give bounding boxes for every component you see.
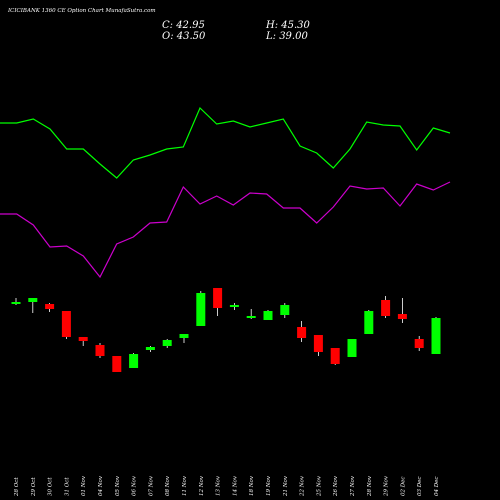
candle [112, 356, 122, 372]
candle-body [246, 316, 256, 318]
candle-body [330, 348, 340, 364]
x-tick-label: 05 Nov [115, 475, 121, 496]
candle [78, 337, 88, 346]
candle [28, 298, 38, 313]
x-tick-label: 06 Nov [132, 475, 138, 496]
candle [397, 298, 407, 323]
candle [297, 321, 307, 342]
candle-body [129, 354, 139, 368]
x-tick-label: 04 Dec [434, 477, 440, 497]
candle [414, 336, 424, 351]
candle-body [347, 339, 357, 357]
candle-body [213, 288, 223, 308]
candle-body [61, 311, 71, 337]
x-tick-label: 21 Nov [283, 475, 289, 497]
x-tick-label: 03 Dec [417, 477, 423, 497]
x-axis-ticks: 28 Oct 29 Oct 30 Oct 31 Oct 01 Nov 04 Nov 05 N… [14, 475, 440, 497]
candle-body [229, 305, 239, 307]
candle [280, 303, 290, 318]
candle [246, 309, 256, 319]
high-value: H: 45.30 [266, 20, 310, 31]
candle [179, 334, 189, 343]
chart-title: ICICIBANK 1360 CE Option Chart MunafaSut… [8, 8, 156, 14]
x-tick-label: 25 Nov [316, 475, 322, 497]
candle-body [297, 327, 307, 338]
candle-body [145, 347, 155, 350]
candle-body [95, 345, 105, 356]
candle-body [364, 311, 374, 334]
candle [229, 303, 239, 310]
candle [129, 353, 139, 368]
x-tick-label: 28 Nov [367, 475, 373, 497]
candle [347, 339, 357, 357]
candle-body [196, 293, 206, 326]
open-value: O: 43.50 [162, 31, 206, 42]
candle-body [112, 356, 122, 372]
x-tick-label: 30 Oct [48, 477, 54, 496]
candle-body [78, 337, 88, 341]
x-tick-label: 08 Nov [165, 475, 171, 496]
x-tick-label: 27 Nov [350, 475, 356, 497]
candle [145, 346, 155, 352]
x-tick-label: 12 Nov [199, 475, 205, 496]
indicator-line-magenta [0, 181, 451, 279]
candle-body [45, 304, 55, 309]
candle [213, 288, 223, 316]
x-tick-label: 02 Dec [400, 477, 406, 497]
candle [263, 310, 273, 320]
indicator-lines [0, 106, 451, 279]
candle [431, 317, 441, 354]
candle [364, 310, 374, 334]
candle [61, 311, 71, 339]
x-tick-label: 07 Nov [148, 475, 154, 496]
candle [313, 335, 323, 356]
candle [45, 303, 55, 312]
x-tick-label: 13 Nov [216, 475, 222, 496]
x-tick-label: 29 Nov [384, 475, 390, 497]
candle [95, 343, 105, 358]
close-value: C: 42.95 [162, 20, 205, 31]
x-tick-label: 31 Oct [64, 477, 70, 496]
candle [11, 298, 21, 305]
candles [11, 288, 441, 372]
candle-body [179, 334, 189, 338]
candle-body [162, 340, 172, 346]
candle [330, 348, 340, 365]
indicator-line-green [0, 106, 451, 179]
low-value: L: 39.00 [266, 31, 308, 42]
x-tick-label: 26 Nov [333, 475, 339, 497]
candle-body [11, 302, 21, 304]
candle-body [280, 305, 290, 315]
x-tick-label: 04 Nov [98, 475, 104, 496]
x-tick-label: 28 Oct [14, 477, 20, 497]
candle-body [431, 318, 441, 354]
candle-body [313, 335, 323, 352]
candle [196, 291, 206, 326]
candle-body [28, 298, 38, 302]
x-tick-label: 01 Nov [81, 475, 87, 496]
x-tick-label: 29 Oct [31, 477, 37, 497]
candle [162, 339, 172, 348]
x-tick-label: 14 Nov [232, 475, 238, 496]
candle-body [263, 311, 273, 320]
x-tick-label: 18 Nov [249, 475, 255, 496]
x-tick-label: 11 Nov [182, 475, 188, 496]
candle-body [414, 339, 424, 348]
x-tick-label: 19 Nov [266, 475, 272, 496]
x-tick-label: 22 Nov [300, 475, 306, 497]
candle-body [381, 300, 391, 316]
candle [381, 296, 391, 318]
candle-body [397, 314, 407, 319]
